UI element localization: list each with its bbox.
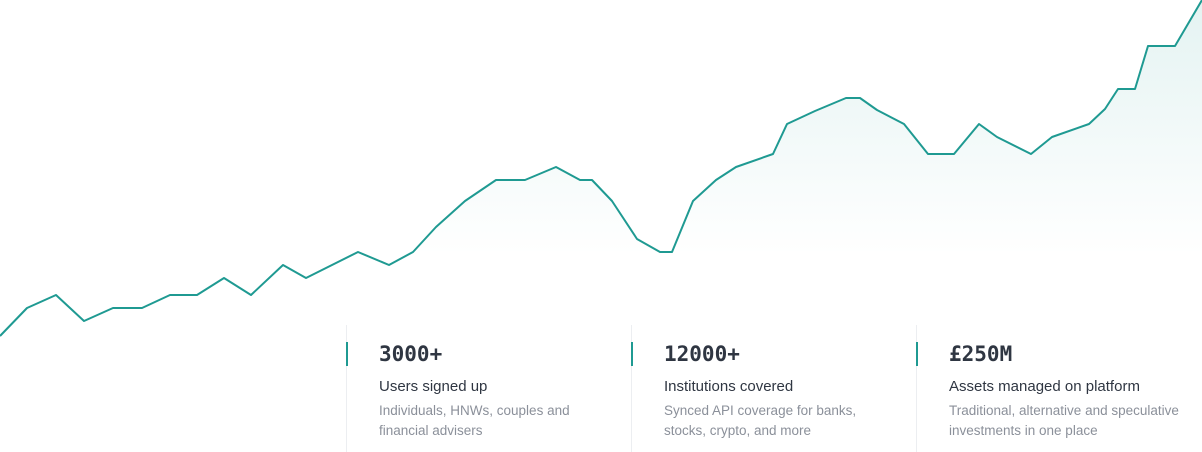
description-line: Traditional, alternative and speculative [949, 403, 1179, 418]
stats-row: 3000+ Users signed up Individuals, HNWs,… [346, 325, 1202, 452]
stat-label: Assets managed on platform [949, 378, 1140, 395]
description-line: investments in one place [949, 423, 1098, 438]
description-line: Individuals, HNWs, couples and [379, 403, 570, 418]
stat-description: Synced API coverage for banks, stocks, c… [664, 401, 916, 441]
stat: £250M Assets managed on platform Traditi… [916, 325, 1201, 452]
stat-description: Individuals, HNWs, couples and financial… [379, 401, 631, 441]
stat: 3000+ Users signed up Individuals, HNWs,… [346, 325, 631, 452]
growth-line [0, 0, 1202, 337]
stat-value: 3000+ [379, 342, 443, 366]
stat-label: Institutions covered [664, 378, 794, 395]
stat-label: Users signed up [379, 378, 488, 395]
stat-description: Traditional, alternative and speculative… [949, 401, 1201, 441]
stat-value: 12000+ [664, 342, 740, 366]
description-line: Synced API coverage for banks, [664, 403, 857, 418]
description-line: stocks, crypto, and more [664, 423, 812, 438]
stat-value: £250M [949, 342, 1013, 366]
stat: 12000+ Institutions covered Synced API c… [631, 325, 916, 452]
description-line: financial advisers [379, 423, 483, 438]
area-fill [0, 0, 1202, 340]
